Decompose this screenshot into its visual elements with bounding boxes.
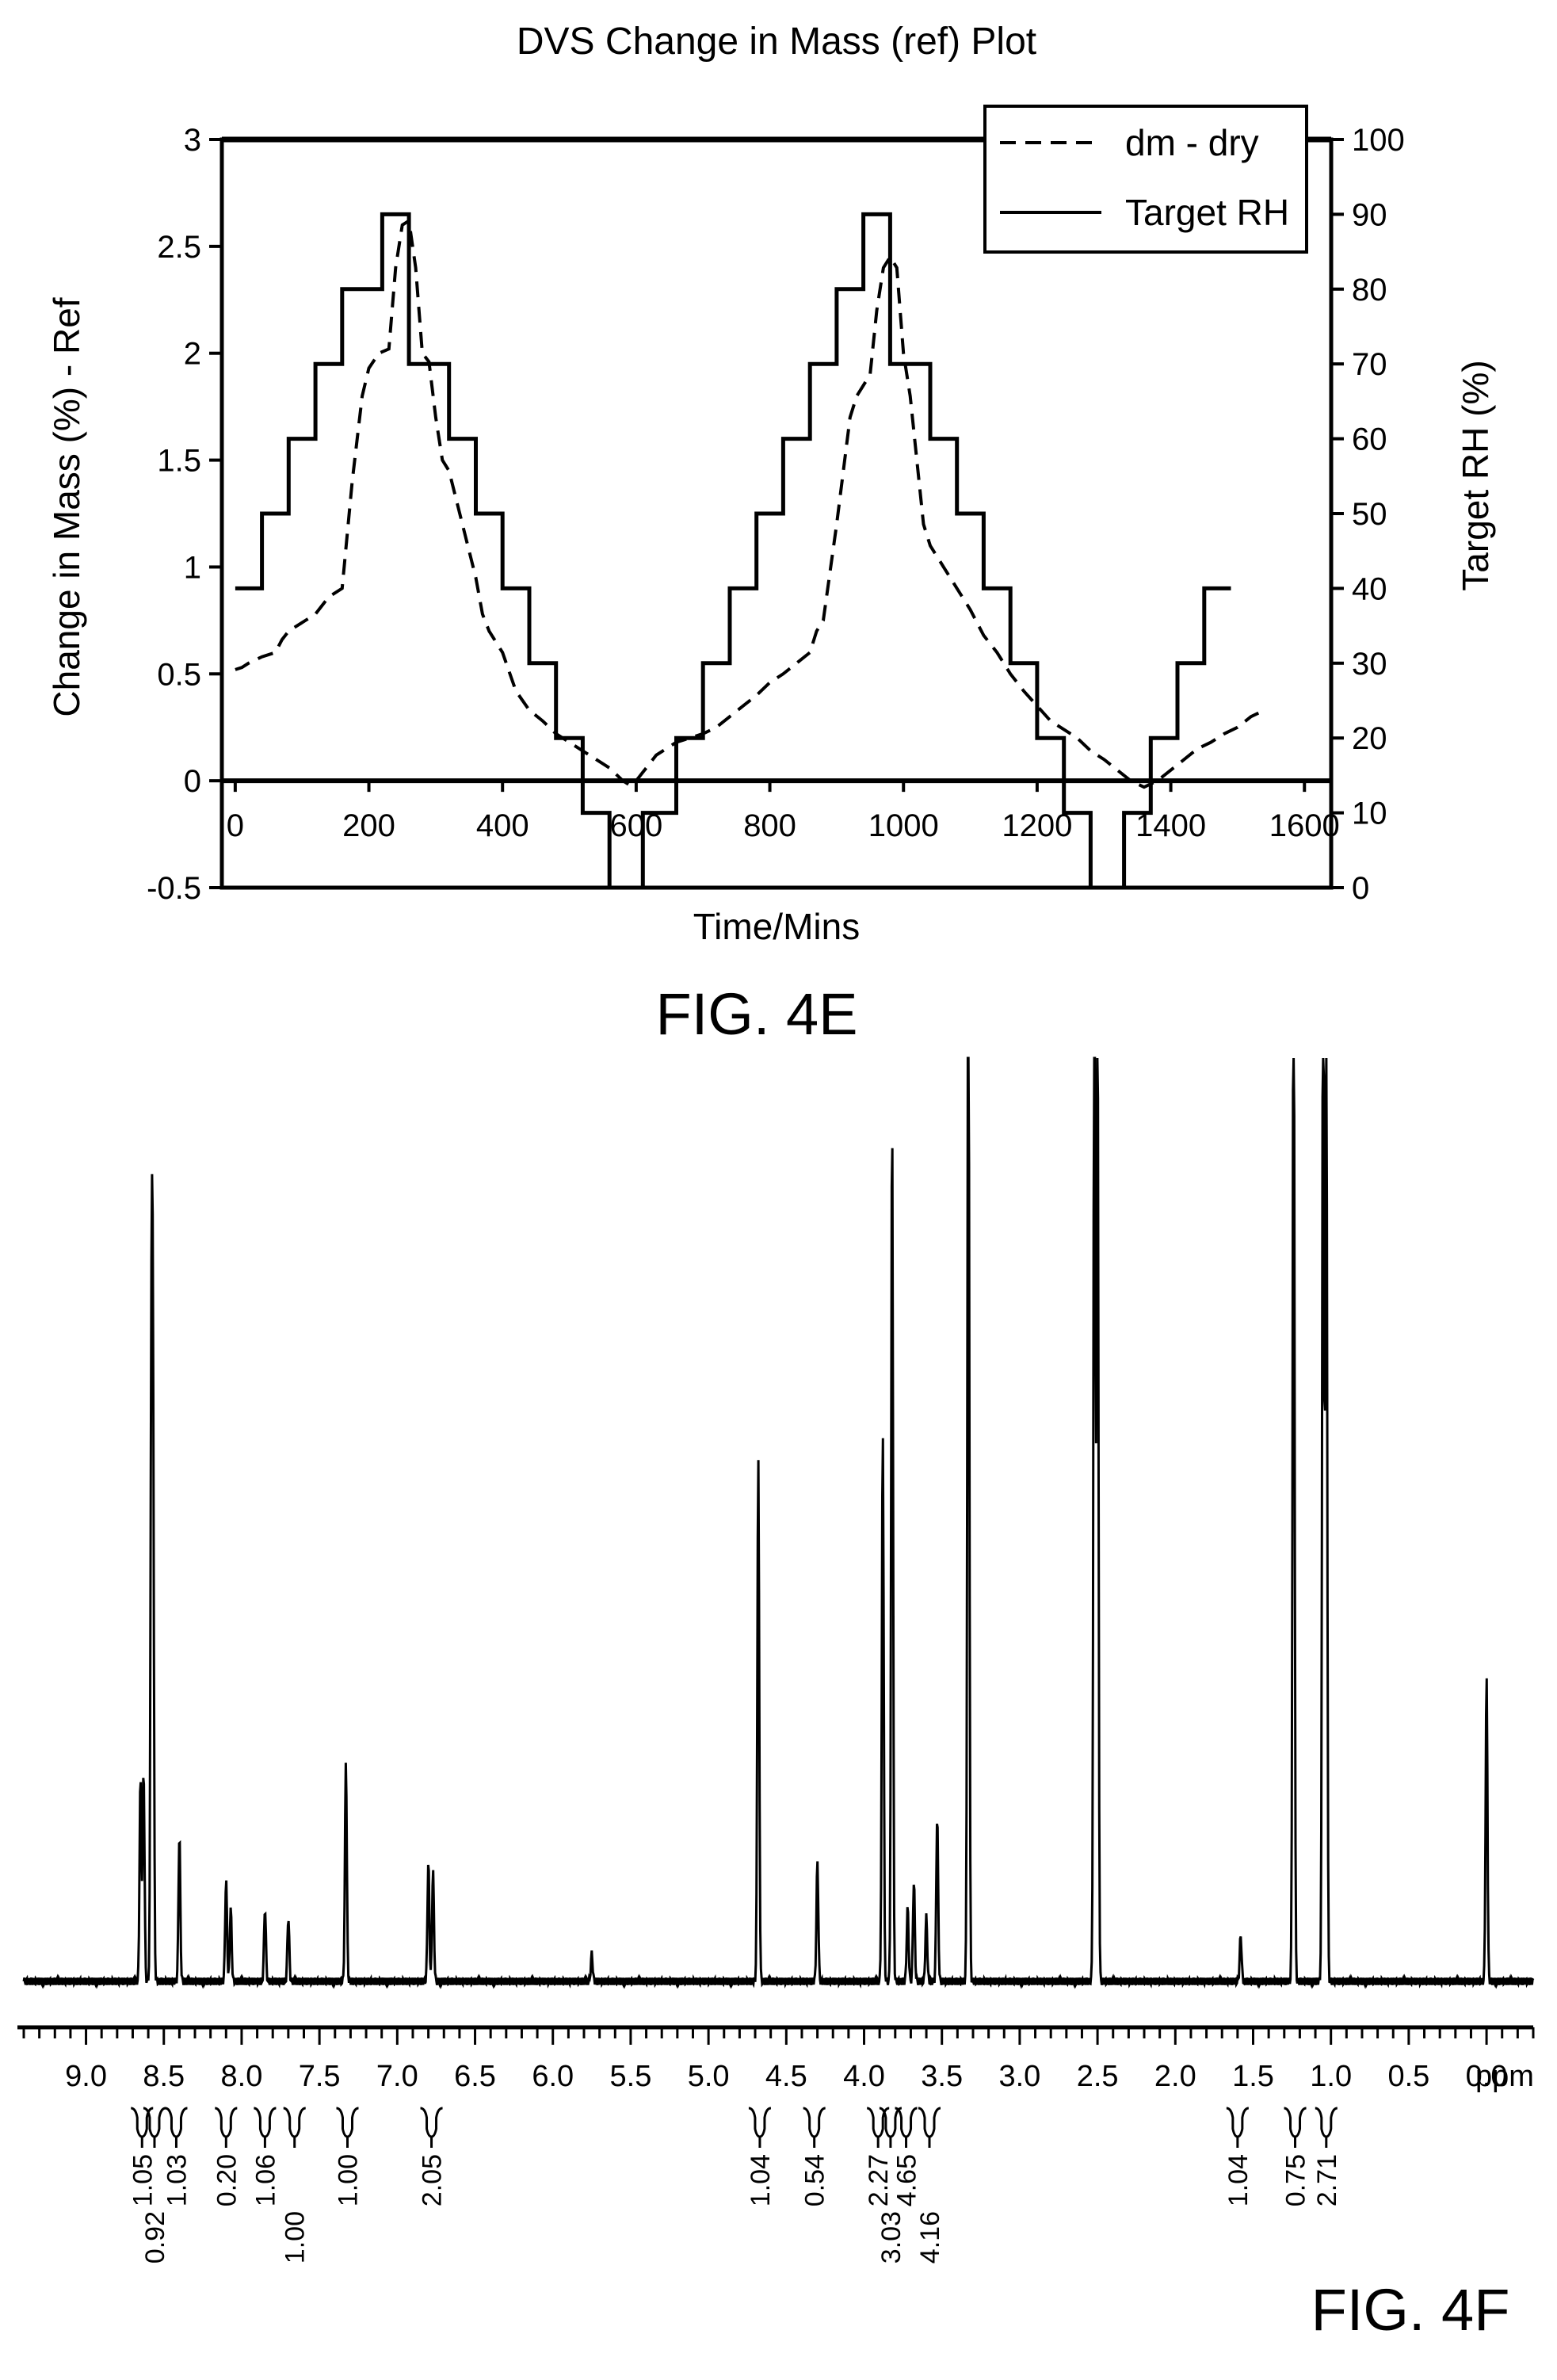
dvs-x-tick-label: 800 (743, 808, 796, 843)
nmr-integral-bracket (215, 2107, 238, 2138)
dvs-y2-tick-label: 70 (1352, 347, 1387, 382)
dvs-chart: DVS Change in Mass (ref) Plot -0.5 0 0.5 1 1… (46, 21, 1496, 947)
nmr-integral-bracket (165, 2107, 188, 2138)
nmr-x-tick-label: 8.5 (143, 2060, 185, 2093)
nmr-x-tick-label: 4.0 (843, 2060, 885, 2093)
nmr-x-tick-label: 6.5 (454, 2060, 496, 2093)
dvs-x-tick-label: 200 (342, 808, 395, 843)
dvs-y-tick-label: 0.5 (157, 657, 201, 692)
dvs-y2-tick-label: 30 (1352, 647, 1387, 682)
nmr-integral-value: 0.54 (800, 2154, 830, 2206)
nmr-x-tick-label: 1.0 (1310, 2060, 1352, 2093)
dvs-x-tick-label: 1600 (1269, 808, 1340, 843)
nmr-integral-value: 2.05 (418, 2154, 448, 2206)
nmr-integral-bracket (803, 2107, 826, 2138)
nmr-integral-value: 1.04 (1223, 2154, 1254, 2206)
dvs-x-tick-label: 1200 (1002, 808, 1072, 843)
dvs-y2-tick-label: 80 (1352, 273, 1387, 308)
nmr-integral-value: 1.00 (280, 2211, 311, 2263)
dvs-chart-title: DVS Change in Mass (ref) Plot (517, 21, 1036, 63)
nmr-integral-bracket (283, 2107, 306, 2138)
nmr-x-axis-unit: ppm (1475, 2060, 1534, 2093)
dvs-y-tick-label: 2.5 (157, 230, 201, 265)
dvs-y-tick-label: 3 (184, 123, 201, 158)
nmr-x-tick-label: 0.0 (1466, 2060, 1508, 2093)
nmr-x-tick-label: 5.0 (688, 2060, 730, 2093)
dvs-y2-tick-label: 10 (1352, 797, 1387, 831)
nmr-x-tick-label: 2.5 (1077, 2060, 1119, 2093)
nmr-integral-value: 1.04 (746, 2154, 776, 2206)
dvs-legend-box (983, 105, 1308, 254)
dvs-x-axis-ticks: 0 200 400 600 800 1000 1200 1400 1600 (227, 781, 1340, 843)
nmr-spectrum-trace (22, 1056, 1535, 1989)
dvs-legend: dm - dry Target RH (983, 105, 1308, 254)
nmr-x-tick-label: 0.5 (1387, 2060, 1429, 2093)
nmr-chart: 9.0 8.5 8.0 7.5 7.0 6.5 6.0 5.5 5.0 4.5 4.0 3.5 3.0 2… (17, 1056, 1535, 2263)
nmr-integral-bracket (1226, 2107, 1250, 2138)
dvs-y2-tick-label: 20 (1352, 721, 1387, 756)
nmr-integral-value: 4.65 (892, 2154, 922, 2206)
nmr-integral-bracket (1315, 2107, 1338, 2138)
nmr-integral-bracket (1284, 2107, 1307, 2138)
dvs-y-tick-label: 0 (184, 764, 201, 799)
dvs-y2-axis-label: Target RH (%) (1455, 360, 1496, 590)
nmr-x-tick-label: 3.5 (921, 2060, 963, 2093)
fig-4f-label: FIG. 4F (1311, 2277, 1510, 2343)
dvs-legend-label-target-rh: Target RH (1125, 192, 1289, 233)
nmr-x-axis (17, 2025, 1535, 2045)
dvs-x-tick-label: 1000 (868, 808, 939, 843)
nmr-integral-bracket (918, 2107, 941, 2138)
nmr-x-tick-label: 1.5 (1232, 2060, 1274, 2093)
dvs-x-tick-label: 0 (227, 808, 244, 843)
nmr-integral-value: 0.92 (140, 2211, 170, 2263)
nmr-x-tick-label: 7.5 (299, 2060, 341, 2093)
dvs-x-tick-label: 400 (476, 808, 529, 843)
nmr-integral-value: 1.03 (162, 2154, 192, 2206)
dvs-y-axis-label: Change in Mass (%) - Ref (46, 297, 87, 716)
dvs-y2-tick-label: 90 (1352, 197, 1387, 232)
nmr-integral-value: 1.00 (333, 2154, 363, 2206)
nmr-x-tick-label: 3.0 (998, 2060, 1040, 2093)
dvs-y-tick-label: 2 (184, 337, 201, 372)
dvs-y-tick-label: 1.5 (157, 444, 201, 479)
nmr-x-tick-label: 5.5 (610, 2060, 652, 2093)
nmr-integral-value: 0.20 (212, 2154, 242, 2206)
nmr-integral-bracket (895, 2107, 918, 2138)
nmr-integral-bracket (254, 2107, 277, 2138)
dvs-series-dm-dry (235, 218, 1265, 789)
dvs-y-tick-label: 1 (184, 550, 201, 585)
dvs-series-group (235, 212, 1265, 890)
dvs-y-tick-label: -0.5 (147, 871, 201, 906)
nmr-x-tick-label: 4.5 (765, 2060, 807, 2093)
dvs-left-axis-ticks: -0.5 0 0.5 1 1.5 2 2.5 3 (147, 123, 222, 906)
nmr-integral-value: 1.06 (250, 2154, 280, 2206)
dvs-y2-tick-label: 50 (1352, 497, 1387, 532)
dvs-legend-label-dm-dry: dm - dry (1125, 122, 1259, 163)
dvs-y2-tick-label: 40 (1352, 571, 1387, 606)
nmr-integral-value: 2.71 (1312, 2154, 1342, 2206)
dvs-x-axis-label: Time/Mins (693, 906, 860, 947)
nmr-x-tick-label: 8.0 (221, 2060, 263, 2093)
dvs-y2-tick-label: 0 (1352, 871, 1369, 906)
fig-4e-label: FIG. 4E (656, 981, 858, 1047)
nmr-integral-value: 2.27 (864, 2154, 894, 2206)
nmr-integral-bracket (420, 2107, 443, 2138)
nmr-integral-value: 0.75 (1281, 2154, 1311, 2206)
dvs-right-axis-ticks: 0 10 20 30 40 50 60 70 80 90 100 (1331, 123, 1405, 906)
nmr-integral-bracket (748, 2107, 772, 2138)
nmr-integrals: 1.050.921.03 0.20 1.061.001.00 2.05 1.04 0.54… (128, 2107, 1342, 2263)
dvs-y2-tick-label: 60 (1352, 422, 1387, 457)
nmr-integral-value: 1.05 (128, 2154, 158, 2206)
nmr-x-tick-label: 9.0 (65, 2060, 107, 2093)
nmr-x-axis-ticks: 9.0 8.5 8.0 7.5 7.0 6.5 6.0 5.5 5.0 4.5 4.0 3.5 3.0 2… (65, 2060, 1507, 2093)
dvs-y2-tick-label: 100 (1352, 123, 1405, 158)
nmr-integral-value: 4.16 (915, 2211, 945, 2263)
nmr-integral-bracket (336, 2107, 359, 2138)
nmr-x-tick-label: 6.0 (532, 2060, 574, 2093)
nmr-integral-value: 3.03 (876, 2211, 906, 2263)
nmr-x-tick-label: 2.0 (1154, 2060, 1196, 2093)
nmr-x-tick-label: 7.0 (376, 2060, 418, 2093)
dvs-series-target-rh (235, 212, 1231, 890)
